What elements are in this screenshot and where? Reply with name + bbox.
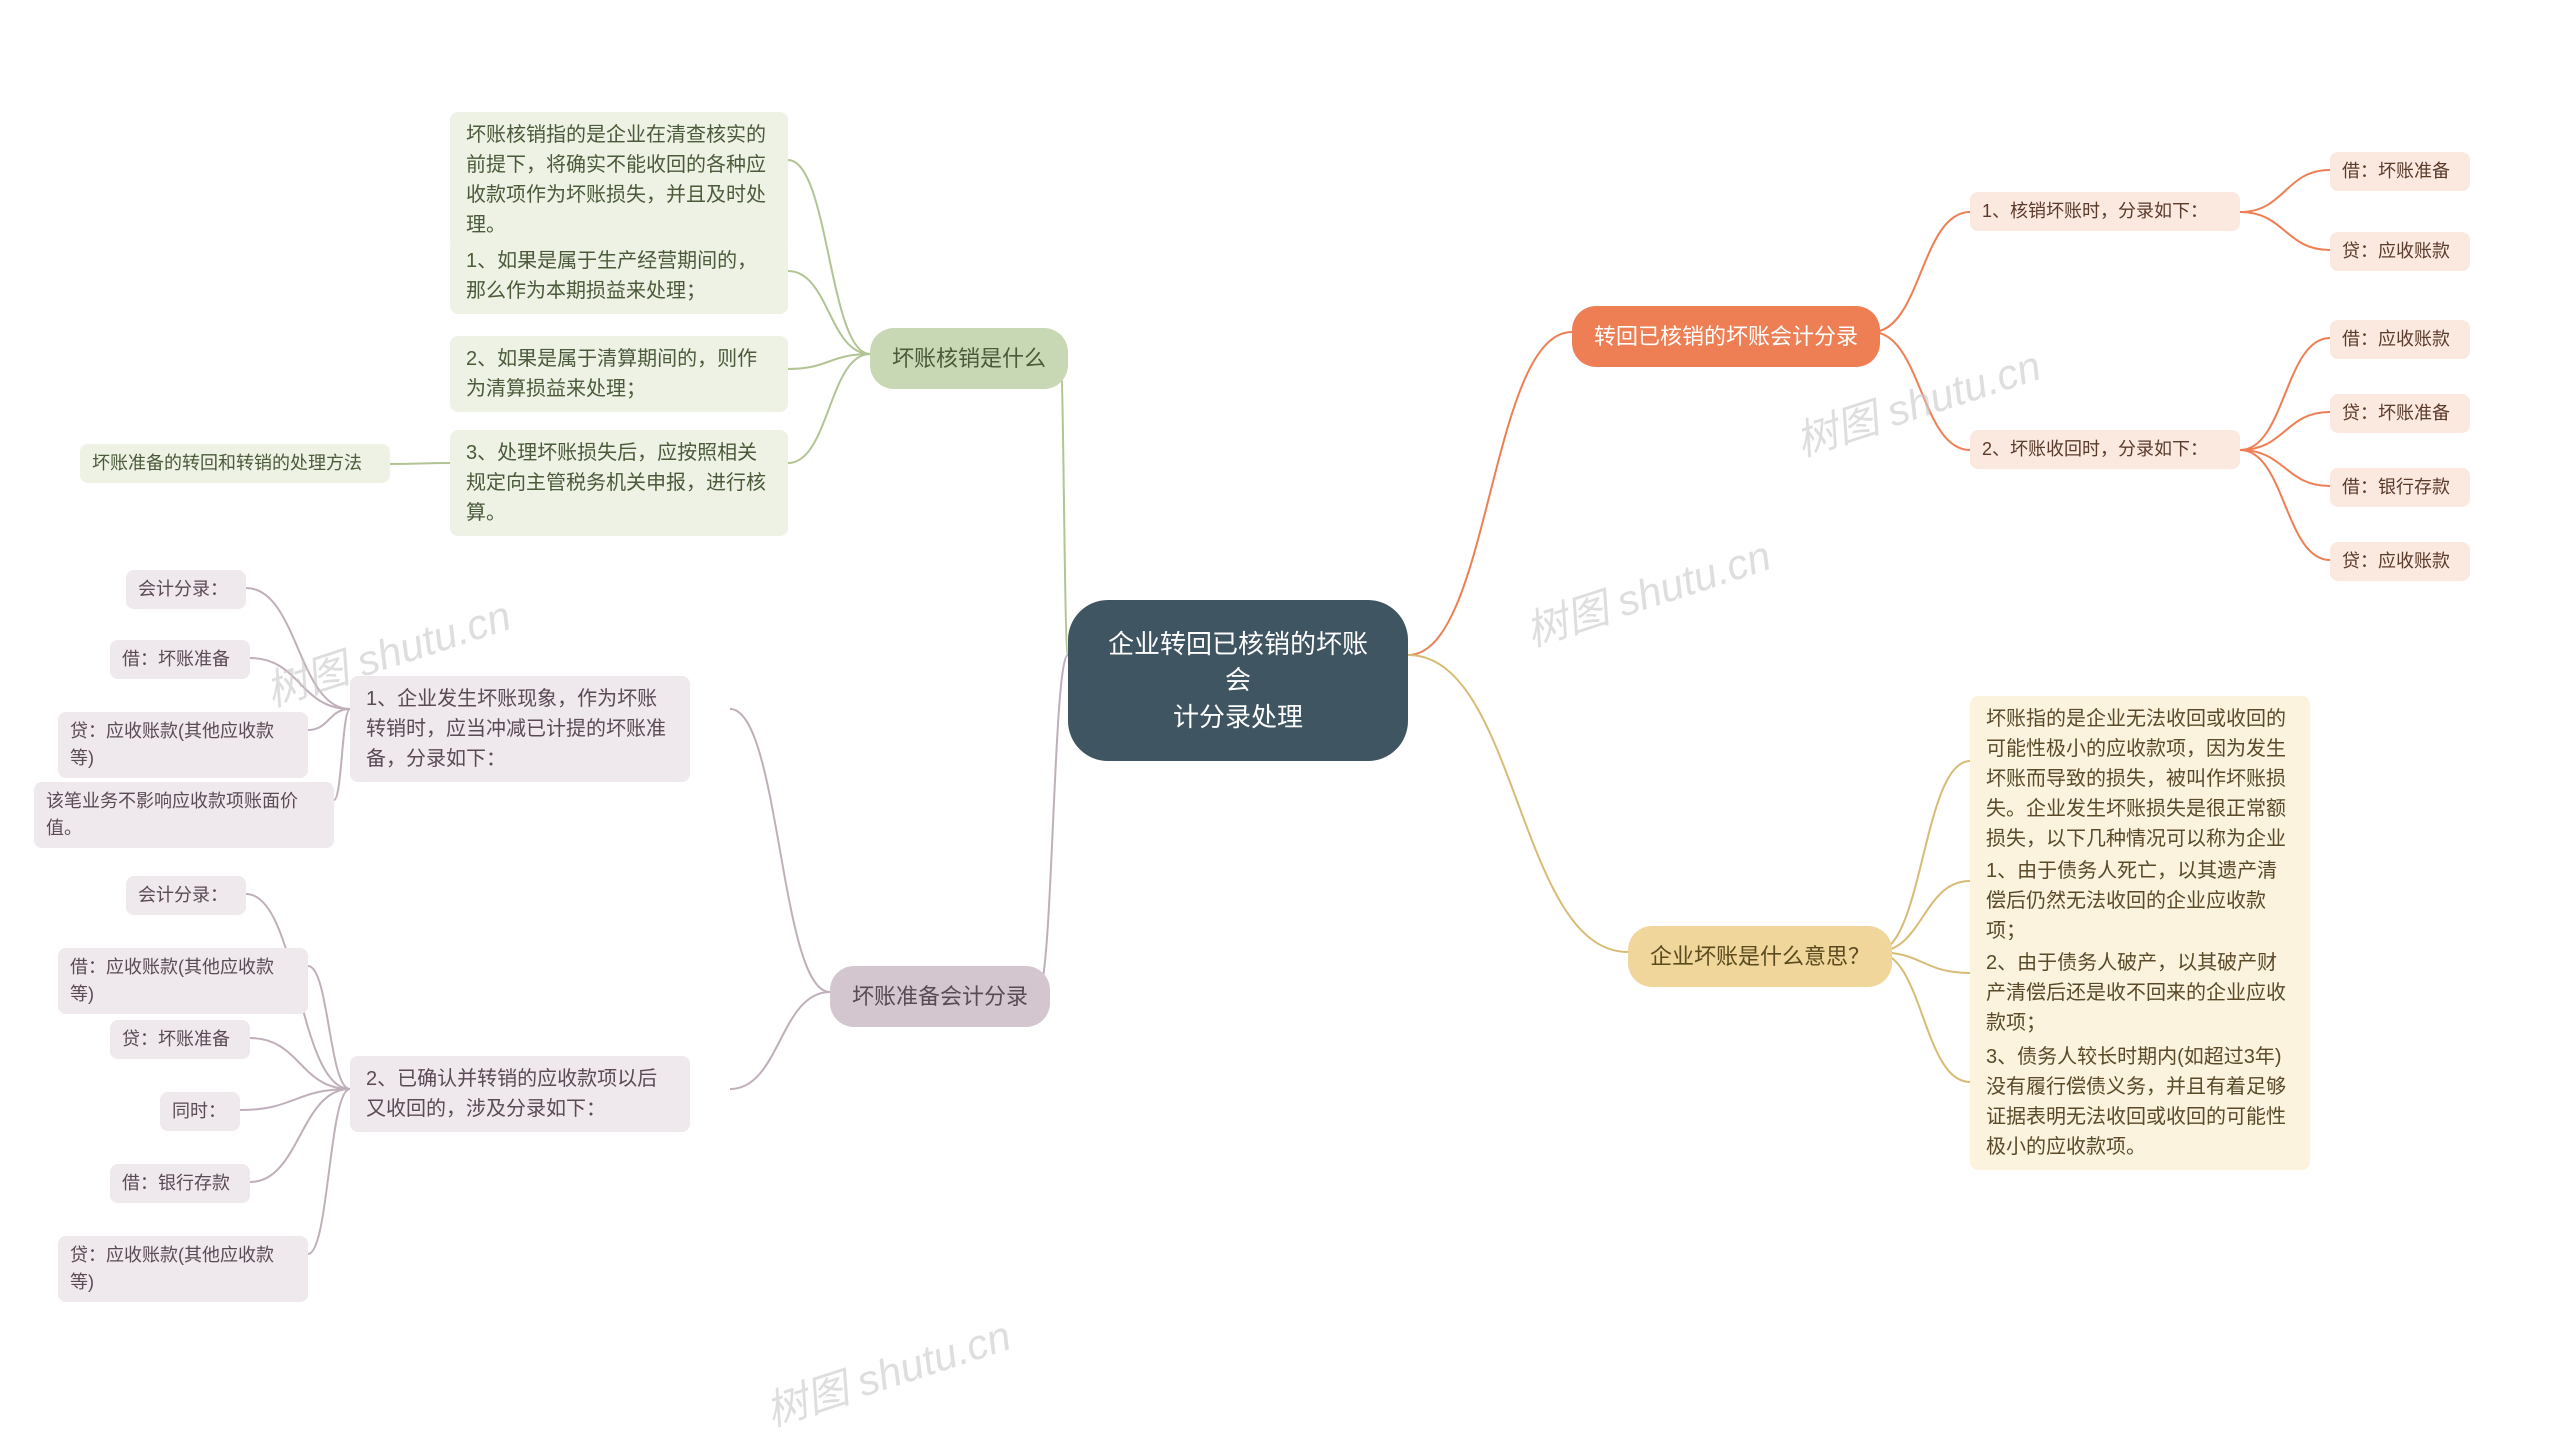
leaf-b4-0[interactable]: 1、企业发生坏账现象，作为坏账转销时，应当冲减已计提的坏账准备，分录如下： [350,676,690,782]
leaf-b1-1-0[interactable]: 借：应收账款 [2330,320,2470,359]
leaf-b1-0-1[interactable]: 贷：应收账款 [2330,232,2470,271]
leaf-b3-1[interactable]: 1、如果是属于生产经营期间的，那么作为本期损益来处理； [450,238,788,314]
leaf-b4-1-3[interactable]: 同时： [160,1092,240,1131]
branch-b2[interactable]: 企业坏账是什么意思？ [1628,926,1892,987]
leaf-b1-1-1[interactable]: 贷：坏账准备 [2330,394,2470,433]
leaf-b1-0[interactable]: 1、核销坏账时，分录如下： [1970,192,2240,231]
leaf-b4-1-0[interactable]: 会计分录： [126,876,246,915]
leaf-b2-3[interactable]: 3、债务人较长时期内(如超过3年)没有履行偿债义务，并且有着足够证据表明无法收回… [1970,1034,2310,1170]
leaf-b2-1[interactable]: 1、由于债务人死亡，以其遗产清偿后仍然无法收回的企业应收款项； [1970,848,2310,954]
leaf-b4-0-2[interactable]: 贷：应收账款(其他应收款等) [58,712,308,778]
leaf-b4-1-4[interactable]: 借：银行存款 [110,1164,250,1203]
leaf-b4-0-1[interactable]: 借：坏账准备 [110,640,250,679]
leaf-b3-3[interactable]: 3、处理坏账损失后，应按照相关规定向主管税务机关申报，进行核算。 [450,430,788,536]
leaf-b3-0[interactable]: 坏账核销指的是企业在清查核实的前提下，将确实不能收回的各种应收款项作为坏账损失，… [450,112,788,248]
mindmap-canvas: 树图 shutu.cn树图 shutu.cn树图 shutu.cn树图 shut… [0,0,2560,1406]
leaf-b4-1-5[interactable]: 贷：应收账款(其他应收款等) [58,1236,308,1302]
leaf-b4-1-2[interactable]: 贷：坏账准备 [110,1020,250,1059]
leaf-b1-1-2[interactable]: 借：银行存款 [2330,468,2470,507]
branch-b1[interactable]: 转回已核销的坏账会计分录 [1572,306,1880,367]
leaf-b4-0-0[interactable]: 会计分录： [126,570,246,609]
leaf-b4-1[interactable]: 2、已确认并转销的应收款项以后又收回的，涉及分录如下： [350,1056,690,1132]
leaf-b3-2[interactable]: 2、如果是属于清算期间的，则作为清算损益来处理； [450,336,788,412]
leaf-b4-0-3[interactable]: 该笔业务不影响应收款项账面价值。 [34,782,334,848]
leaf-b1-1[interactable]: 2、坏账收回时，分录如下： [1970,430,2240,469]
leaf-b4-1-1[interactable]: 借：应收账款(其他应收款等) [58,948,308,1014]
leaf-b3-3-0[interactable]: 坏账准备的转回和转销的处理方法 [80,444,390,483]
leaf-b1-1-3[interactable]: 贷：应收账款 [2330,542,2470,581]
branch-b3[interactable]: 坏账核销是什么 [870,328,1068,389]
leaf-b2-2[interactable]: 2、由于债务人破产，以其破产财产清偿后还是收不回来的企业应收款项； [1970,940,2310,1046]
branch-b4[interactable]: 坏账准备会计分录 [830,966,1050,1027]
leaf-b1-0-0[interactable]: 借：坏账准备 [2330,152,2470,191]
root-node[interactable]: 企业转回已核销的坏账会 计分录处理 [1068,600,1408,761]
watermark: 树图 shutu.cn [757,1302,1018,1439]
watermark: 树图 shutu.cn [1517,522,1778,659]
